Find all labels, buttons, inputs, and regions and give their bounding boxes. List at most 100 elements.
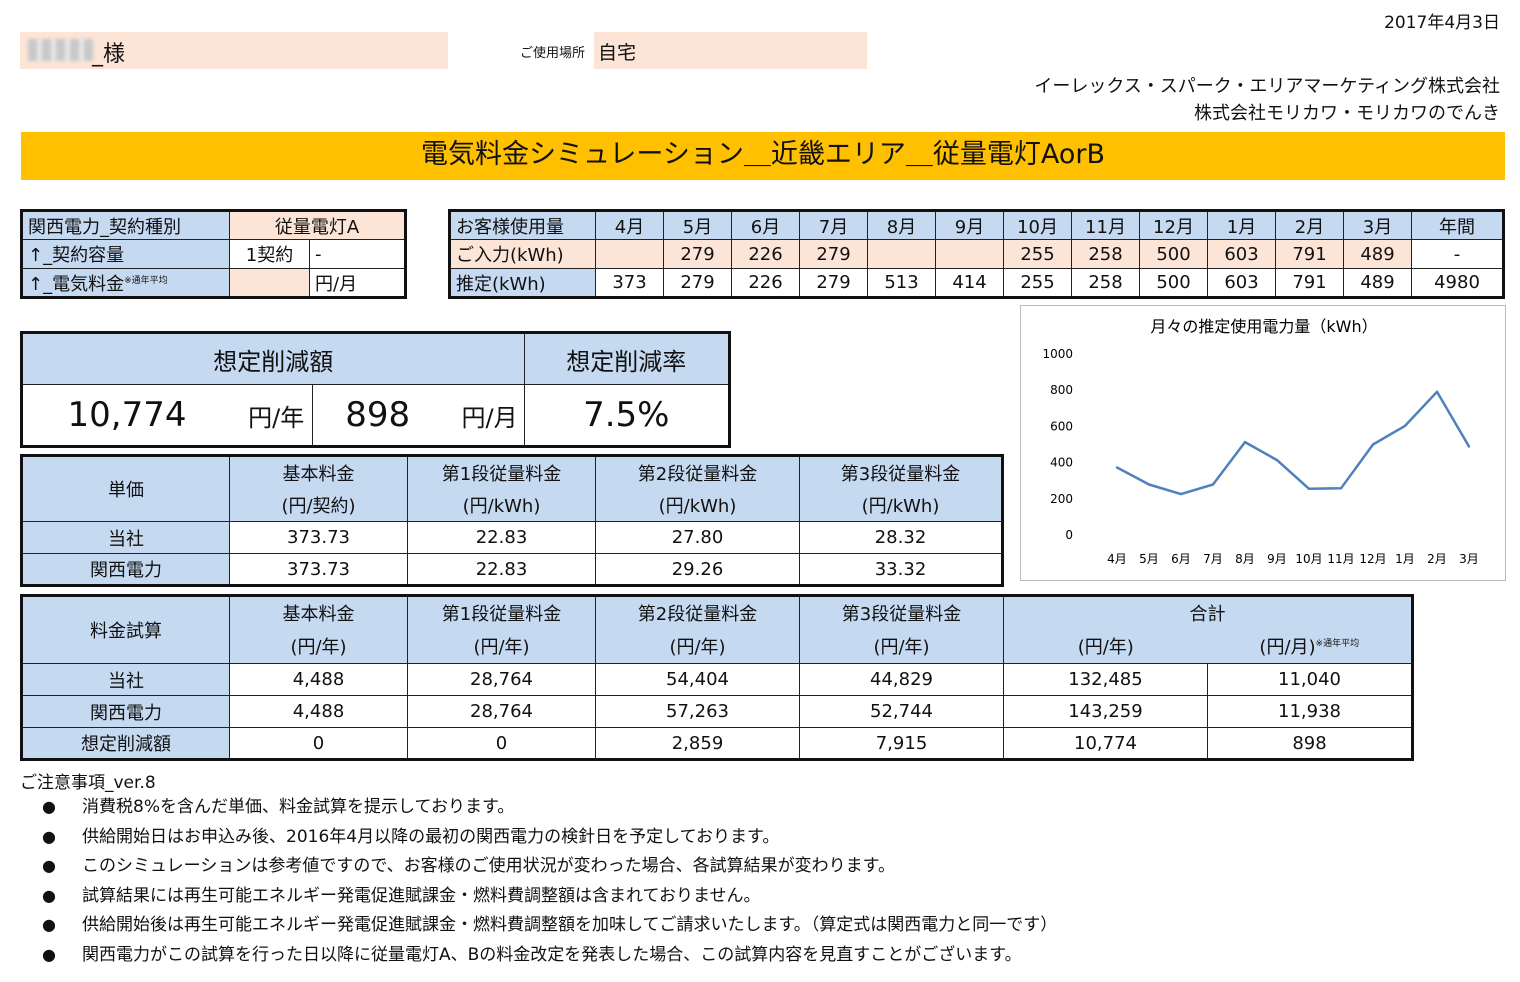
usage-month: 2月 bbox=[1275, 210, 1344, 240]
issue-date: 2017年4月3日 bbox=[1384, 13, 1500, 33]
contract-capacity-value: 1契約 bbox=[229, 239, 310, 269]
contract-capacity-label: ↑_契約容量 bbox=[21, 239, 230, 269]
unit-header: 第3段従量料金 bbox=[799, 455, 1003, 489]
table-cell: 22.83 bbox=[407, 553, 596, 586]
unit-header: 第2段従量料金 bbox=[595, 455, 800, 489]
usage-input-cell[interactable]: 489 bbox=[1343, 239, 1412, 269]
usage-input-cell[interactable] bbox=[935, 239, 1004, 269]
bullet-icon: ● bbox=[42, 885, 56, 905]
unit-header-sub: (円/kWh) bbox=[799, 488, 1003, 522]
usage-input-cell[interactable]: 279 bbox=[663, 239, 732, 269]
usage-input-cell[interactable] bbox=[867, 239, 936, 269]
bullet-icon: ● bbox=[42, 915, 56, 934]
usage-estimate-label: 推定(kWh) bbox=[449, 268, 596, 298]
usage-estimate-cell: 500 bbox=[1139, 268, 1208, 298]
note-item: ● 供給開始日はお申込み後、2016年4月以降の最初の関西電力の検針日を予定してお… bbox=[42, 822, 1057, 852]
note-item: ● 関西電力がこの試算を行った日以降に従量電灯A、Bの料金改定を発表した場合、この… bbox=[42, 940, 1057, 970]
contract-fee-label-text: ↑_電気料金 bbox=[28, 273, 125, 295]
table-cell: 2,859 bbox=[595, 727, 800, 760]
bullet-icon: ● bbox=[42, 856, 56, 875]
note-text: 供給開始後は再生可能エネルギー発電促進賦課金・燃料費調整額を加味してご請求いたし… bbox=[82, 915, 1058, 935]
location-value: 自宅 bbox=[598, 42, 637, 64]
company-name-2: 株式会社モリカワ・モリカワのでんき bbox=[1194, 103, 1500, 124]
table-cell: 7,915 bbox=[799, 727, 1004, 760]
table-cell: 11,938 bbox=[1207, 695, 1413, 728]
x-tick-label: 2月 bbox=[1427, 552, 1447, 566]
table-cell: 373.73 bbox=[229, 521, 408, 554]
unit-header: 基本料金 bbox=[229, 455, 408, 489]
bullet-icon: ● bbox=[42, 944, 56, 964]
usage-input-cell[interactable]: 603 bbox=[1207, 239, 1276, 269]
note-text: このシミュレーションは参考値ですので、お客様のご使用状況が変わった場合、各試算結… bbox=[82, 856, 895, 876]
fee-header-sub: (円/年) bbox=[229, 629, 408, 664]
usage-input-cell[interactable] bbox=[595, 239, 664, 269]
fee-header: 基本料金 bbox=[229, 595, 408, 630]
unit-header-sub: (円/kWh) bbox=[407, 488, 596, 522]
table-row: 当社 4,488 28,764 54,404 44,829 132,485 11… bbox=[21, 663, 1413, 696]
fee-total-yearly-unit: (円/年) bbox=[1003, 629, 1208, 664]
unit-header-sub: (円/kWh) bbox=[595, 488, 800, 522]
table-cell: 29.26 bbox=[595, 553, 800, 586]
usage-input-cell[interactable]: 279 bbox=[799, 239, 868, 269]
usage-estimate-cell: 513 bbox=[867, 268, 936, 298]
company-name-1: イーレックス・スパーク・エリアマーケティング株式会社 bbox=[1034, 76, 1500, 97]
contract-capacity-unit: - bbox=[309, 239, 406, 269]
contract-fee-unit: 円/月 bbox=[309, 268, 406, 298]
usage-input-cell[interactable]: 226 bbox=[731, 239, 800, 269]
note-item: ● 消費税8%を含んだ単価、料金試算を提示しております。 bbox=[42, 792, 1057, 822]
unit-price-title: 単価 bbox=[21, 455, 230, 522]
unit-header: 第1段従量料金 bbox=[407, 455, 596, 489]
usage-estimate-cell: 414 bbox=[935, 268, 1004, 298]
bullet-icon: ● bbox=[42, 826, 56, 846]
usage-input-cell[interactable]: 258 bbox=[1071, 239, 1140, 269]
row-label: 想定削減額 bbox=[21, 727, 230, 760]
fee-total-monthly-unit: (円/月) bbox=[1259, 637, 1316, 659]
table-cell: 44,829 bbox=[799, 663, 1004, 696]
usage-month: 6月 bbox=[731, 210, 800, 240]
usage-month: 8月 bbox=[867, 210, 936, 240]
y-tick-label: 200 bbox=[1050, 492, 1073, 506]
note-text: 試算結果には再生可能エネルギー発電促進賦課金・燃料費調整額は含まれておりません。 bbox=[82, 885, 761, 906]
note-text: 供給開始日はお申込み後、2016年4月以降の最初の関西電力の検針日を予定しており… bbox=[82, 826, 780, 847]
fee-header: 第2段従量料金 bbox=[595, 595, 800, 630]
usage-table: お客様使用量 4月 5月 6月 7月 8月 9月 10月 11月 12月 1月 … bbox=[448, 209, 1505, 299]
usage-estimate-cell: 258 bbox=[1071, 268, 1140, 298]
data-point bbox=[1403, 424, 1407, 428]
usage-month: 4月 bbox=[595, 210, 664, 240]
x-tick-label: 3月 bbox=[1459, 552, 1479, 566]
saving-monthly-unit: 円/月 bbox=[442, 384, 525, 447]
contract-fee-value bbox=[229, 268, 310, 298]
usage-input-cell[interactable]: 500 bbox=[1139, 239, 1208, 269]
fee-total-label: 合計 bbox=[1003, 595, 1413, 630]
fee-total-monthly-unit-cell: (円/月)※通年平均 bbox=[1207, 629, 1413, 664]
table-row: 当社 373.73 22.83 27.80 28.32 bbox=[21, 521, 1003, 554]
table-row: 関西電力 373.73 22.83 29.26 33.32 bbox=[21, 553, 1003, 586]
table-cell: 33.32 bbox=[799, 553, 1003, 586]
customer-name-box: _様 bbox=[20, 32, 448, 69]
usage-input-cell[interactable]: 255 bbox=[1003, 239, 1072, 269]
data-point bbox=[1307, 487, 1311, 491]
usage-chart-svg: 月々の推定使用電力量（kWh） 0 200 400 600 800 1000 4月 5月 6月 7… bbox=[1042, 317, 1479, 566]
table-cell: 57,263 bbox=[595, 695, 800, 728]
usage-header-label: お客様使用量 bbox=[449, 210, 596, 240]
usage-estimate-cell: 603 bbox=[1207, 268, 1276, 298]
table-cell: 898 bbox=[1207, 727, 1413, 760]
usage-estimate-cell: 489 bbox=[1343, 268, 1412, 298]
usage-input-cell[interactable]: 791 bbox=[1275, 239, 1344, 269]
unit-header-sub: (円/契約) bbox=[229, 488, 408, 522]
note-item: ● 試算結果には再生可能エネルギー発電促進賦課金・燃料費調整額は含まれておりません… bbox=[42, 881, 1057, 911]
unit-price-table: 単価 基本料金 第1段従量料金 第2段従量料金 第3段従量料金 (円/契約) (… bbox=[20, 454, 1004, 587]
data-point bbox=[1243, 440, 1247, 444]
x-tick-label: 10月 bbox=[1295, 552, 1322, 566]
table-cell: 28,764 bbox=[407, 695, 596, 728]
table-cell: 4,488 bbox=[229, 663, 408, 696]
data-point bbox=[1147, 483, 1151, 486]
table-cell: 52,744 bbox=[799, 695, 1004, 728]
customer-name-suffix: _様 bbox=[92, 42, 126, 67]
note-text: 関西電力がこの試算を行った日以降に従量電灯A、Bの料金改定を発表した場合、この試… bbox=[82, 944, 1022, 965]
table-cell: 373.73 bbox=[229, 553, 408, 586]
table-cell: 11,040 bbox=[1207, 663, 1413, 696]
usage-estimate-annual: 4980 bbox=[1411, 268, 1504, 298]
usage-estimate-cell: 279 bbox=[799, 268, 868, 298]
x-tick-label: 9月 bbox=[1267, 552, 1287, 566]
